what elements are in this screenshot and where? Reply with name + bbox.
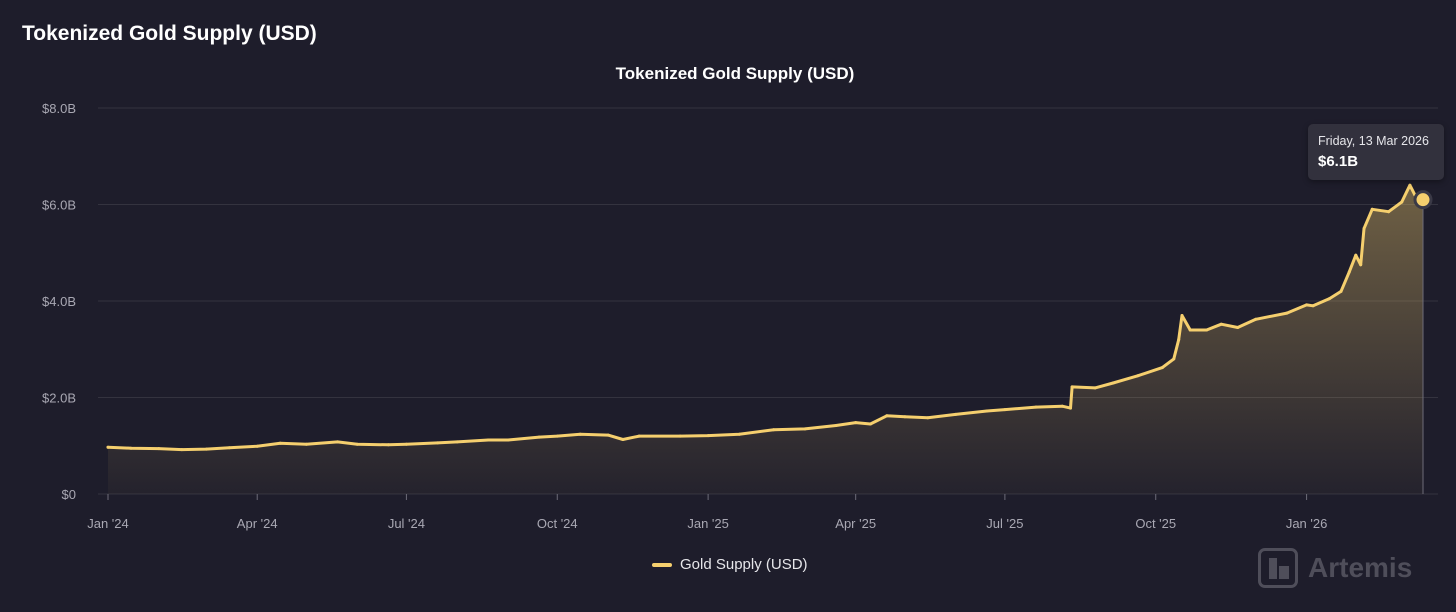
data-point [227, 446, 231, 450]
data-point [1354, 253, 1358, 257]
x-axis: Jan '24 Apr '24 Jul '24 Oct '24 Jan '25 Apr '… [87, 494, 1327, 531]
x-tick-label: Jan '24 [87, 516, 129, 531]
data-point [1387, 210, 1391, 214]
data-point [336, 440, 340, 444]
data-point [1180, 314, 1184, 317]
data-point [1060, 404, 1064, 408]
artemis-logo-icon [1258, 548, 1298, 588]
data-point [606, 433, 610, 437]
data-point [1003, 408, 1007, 412]
data-point [1188, 328, 1192, 332]
data-point [834, 424, 838, 427]
data-point [506, 438, 510, 442]
legend-label: Gold Supply (USD) [680, 556, 808, 573]
data-points [106, 183, 1425, 452]
data-point [1347, 270, 1351, 274]
data-point [1236, 326, 1240, 329]
data-point [278, 441, 282, 445]
legend[interactable]: Gold Supply (USD) [652, 556, 808, 573]
data-point [355, 442, 359, 446]
x-tick-label: Jul '24 [388, 516, 425, 531]
data-point [1160, 366, 1164, 370]
y-tick-label: $4.0B [42, 294, 76, 309]
data-point [737, 432, 741, 436]
data-point [1111, 381, 1115, 385]
y-tick-label: $6.0B [42, 198, 76, 213]
data-point [436, 441, 440, 445]
x-tick-label: Oct '24 [537, 516, 578, 531]
x-tick-label: Apr '24 [237, 516, 278, 531]
data-point [1408, 183, 1412, 187]
data-point [157, 447, 161, 451]
data-point [1311, 304, 1315, 308]
data-point [106, 445, 110, 449]
data-point [954, 412, 958, 416]
data-point [537, 435, 541, 439]
x-tick-label: Apr '25 [835, 516, 876, 531]
watermark-text: Artemis [1308, 552, 1413, 583]
y-tick-label: $2.0B [42, 391, 76, 406]
data-point [868, 422, 872, 426]
x-tick-label: Jan '26 [1286, 516, 1328, 531]
data-point [1285, 311, 1289, 315]
data-point [621, 438, 625, 441]
y-tick-label: $0 [62, 487, 76, 502]
data-point [985, 409, 989, 413]
data-point [129, 446, 133, 450]
data-point [455, 440, 459, 444]
data-point [555, 434, 559, 438]
data-point [706, 434, 710, 438]
chart-title: Tokenized Gold Supply (USD) [615, 64, 855, 83]
data-point [772, 428, 776, 432]
data-point [204, 447, 208, 451]
data-point [1400, 200, 1404, 204]
tooltip-date: Friday, 13 Mar 2026 [1318, 134, 1429, 148]
data-point [304, 442, 308, 446]
data-point [885, 414, 889, 418]
tooltip: Friday, 13 Mar 2026 $6.1B [1308, 124, 1444, 180]
data-point [1034, 405, 1038, 409]
data-point [1070, 385, 1074, 389]
data-point [1370, 207, 1374, 211]
data-point [1205, 328, 1209, 332]
data-point [1136, 374, 1140, 378]
y-axis: $0 $2.0B $4.0B $6.0B $8.0B [42, 101, 76, 502]
page-title: Tokenized Gold Supply (USD) [22, 22, 317, 45]
data-point [678, 434, 682, 438]
data-point [1305, 303, 1309, 307]
data-point [903, 415, 907, 419]
data-point [1172, 357, 1176, 361]
data-point [255, 444, 259, 448]
data-point [180, 448, 184, 452]
data-point [1362, 227, 1366, 231]
y-tick-label: $8.0B [42, 101, 76, 116]
data-point [1093, 386, 1097, 390]
x-tick-label: Jan '25 [687, 516, 729, 531]
data-point [1254, 317, 1258, 321]
data-point [1359, 263, 1363, 267]
series-line-gold-supply[interactable] [106, 183, 1425, 452]
data-point [1219, 322, 1223, 326]
data-point [854, 421, 858, 425]
legend-swatch [652, 562, 672, 567]
data-point [1328, 297, 1331, 301]
data-point [386, 443, 390, 447]
data-point [1069, 406, 1072, 410]
watermark: Artemis [1258, 548, 1412, 588]
data-point [926, 416, 930, 420]
hover-marker [1413, 190, 1433, 210]
data-point [404, 442, 408, 446]
data-point [803, 427, 807, 431]
data-point [1177, 338, 1181, 342]
data-point [486, 438, 490, 442]
data-point [1339, 289, 1343, 293]
series-area-gold-supply [108, 185, 1423, 494]
data-point [637, 434, 641, 438]
data-point [578, 432, 582, 436]
tooltip-value: $6.1B [1318, 153, 1359, 170]
x-tick-label: Oct '25 [1135, 516, 1176, 531]
x-tick-label: Jul '25 [986, 516, 1023, 531]
